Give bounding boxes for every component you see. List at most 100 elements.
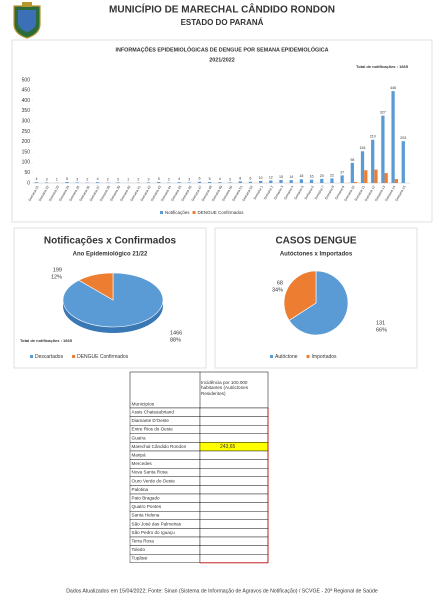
municipio: Quatro Pontes bbox=[132, 504, 162, 509]
data-label: 8 bbox=[239, 176, 241, 180]
x-tick-label: Semana 3 bbox=[273, 185, 284, 200]
bar bbox=[75, 182, 79, 183]
data-label: 98 bbox=[350, 158, 354, 162]
data-label: 3 bbox=[117, 177, 119, 181]
municipio: Palotina bbox=[132, 487, 149, 492]
data-label: 37 bbox=[340, 170, 344, 174]
data-label: 210 bbox=[370, 135, 376, 139]
table-cell bbox=[199, 450, 269, 460]
bar bbox=[364, 170, 368, 183]
municipio: Tupãssi bbox=[132, 556, 148, 561]
legend-swatch bbox=[160, 211, 163, 214]
table-cell bbox=[199, 425, 269, 435]
chart-title: CASOS DENGUE bbox=[275, 236, 356, 247]
municipio: Mercedes bbox=[132, 461, 153, 466]
data-label: 5 bbox=[66, 177, 68, 181]
legend-label: Importados bbox=[312, 354, 338, 360]
pie-slice bbox=[288, 270, 349, 336]
data-label: 3 bbox=[188, 177, 190, 181]
crest bbox=[13, 2, 41, 39]
municipio: Toledo bbox=[132, 547, 146, 552]
data-label: 2 bbox=[137, 178, 139, 182]
data-label: 68 bbox=[277, 280, 283, 286]
header-title: MUNICÍPIO DE MARECHAL CÂNDIDO RONDON bbox=[109, 3, 335, 16]
chart-title: Notificações x Confirmados bbox=[44, 236, 177, 247]
pie-slice bbox=[78, 272, 114, 301]
data-label: 4 bbox=[178, 177, 180, 181]
bar bbox=[269, 180, 273, 183]
table-cell bbox=[199, 493, 269, 503]
y-tick-label: 400 bbox=[22, 98, 31, 104]
table-header bbox=[129, 371, 269, 409]
y-tick-label: 300 bbox=[22, 119, 31, 125]
municipio: Pato Bragado bbox=[132, 496, 161, 501]
column-header: Incidência por 100.000 habitantes (Autóc… bbox=[201, 380, 248, 396]
bar bbox=[391, 91, 395, 183]
data-label: 22 bbox=[330, 173, 334, 177]
municipio: Diamante D'Oeste bbox=[132, 418, 170, 423]
table: Municipios Incidência por 100.000 habitan… bbox=[129, 371, 269, 564]
bar bbox=[360, 151, 365, 183]
x-tick-label: Semana 4 bbox=[283, 185, 294, 200]
data-label: 2 bbox=[168, 178, 170, 182]
table-cell bbox=[199, 528, 269, 538]
legend-label: Autóctone bbox=[275, 354, 298, 360]
percent-label: 34% bbox=[272, 287, 283, 293]
y-tick-label: 100 bbox=[22, 160, 31, 166]
percent-label: 12% bbox=[51, 274, 62, 280]
municipio: Nova Santa Rosa bbox=[132, 470, 168, 475]
data-label: 1 bbox=[127, 178, 129, 182]
data-label: 3 bbox=[148, 177, 150, 181]
bar bbox=[197, 181, 202, 183]
table-cell bbox=[199, 554, 269, 564]
percent-label: 66% bbox=[376, 327, 387, 333]
table-cell bbox=[199, 536, 269, 546]
header-subtitle: ESTADO DO PARANÁ bbox=[181, 18, 264, 27]
column-header: Municipios bbox=[132, 401, 155, 407]
bar bbox=[353, 181, 358, 183]
x-tick-label: Semana 9 bbox=[334, 185, 345, 200]
pie-slice bbox=[283, 270, 317, 321]
data-label: 5 bbox=[209, 177, 211, 181]
bar bbox=[309, 179, 314, 183]
municipio: Assis Chateaubriand bbox=[132, 410, 175, 415]
data-label: 2 bbox=[107, 178, 109, 182]
legend-swatch bbox=[72, 355, 76, 358]
data-label: 1 bbox=[56, 178, 58, 182]
incidencia: 243,65 bbox=[220, 444, 236, 450]
y-tick-label: 50 bbox=[24, 170, 30, 176]
data-label: 327 bbox=[380, 111, 386, 115]
municipio: Santa Helena bbox=[132, 513, 160, 518]
table-cell bbox=[199, 485, 269, 495]
x-tick-label: Semana 5 bbox=[293, 185, 304, 200]
y-tick-label: 350 bbox=[22, 108, 31, 114]
data-label: 10 bbox=[259, 176, 263, 180]
municipio: Marechal Cândido Rondon bbox=[132, 444, 187, 449]
data-label: 154 bbox=[360, 146, 366, 150]
legend-label: Notificações bbox=[165, 210, 190, 215]
data-label: 6 bbox=[198, 177, 200, 181]
bar bbox=[289, 180, 293, 183]
bar bbox=[187, 182, 191, 183]
data-label: 199 bbox=[53, 267, 62, 273]
bar bbox=[146, 182, 151, 183]
table-cell bbox=[199, 519, 269, 529]
data-label: 15 bbox=[279, 175, 283, 179]
municipio: Guaíra bbox=[132, 435, 146, 440]
y-tick-label: 0 bbox=[27, 180, 30, 186]
column-header: Incidência por 100.000 habitantes (Autóc… bbox=[201, 380, 248, 396]
bar bbox=[258, 180, 263, 183]
bar bbox=[238, 181, 242, 183]
legend-swatch bbox=[192, 211, 196, 214]
bar-panel bbox=[11, 39, 433, 223]
legend-label: DENGUE Confirmados bbox=[77, 354, 129, 360]
bar bbox=[228, 182, 232, 183]
bar bbox=[374, 169, 378, 183]
municipio: Entre Rios do Oeste bbox=[132, 427, 174, 432]
bar bbox=[330, 178, 334, 183]
data-label: 446 bbox=[390, 86, 396, 90]
bar bbox=[320, 178, 324, 183]
bar bbox=[371, 139, 375, 183]
